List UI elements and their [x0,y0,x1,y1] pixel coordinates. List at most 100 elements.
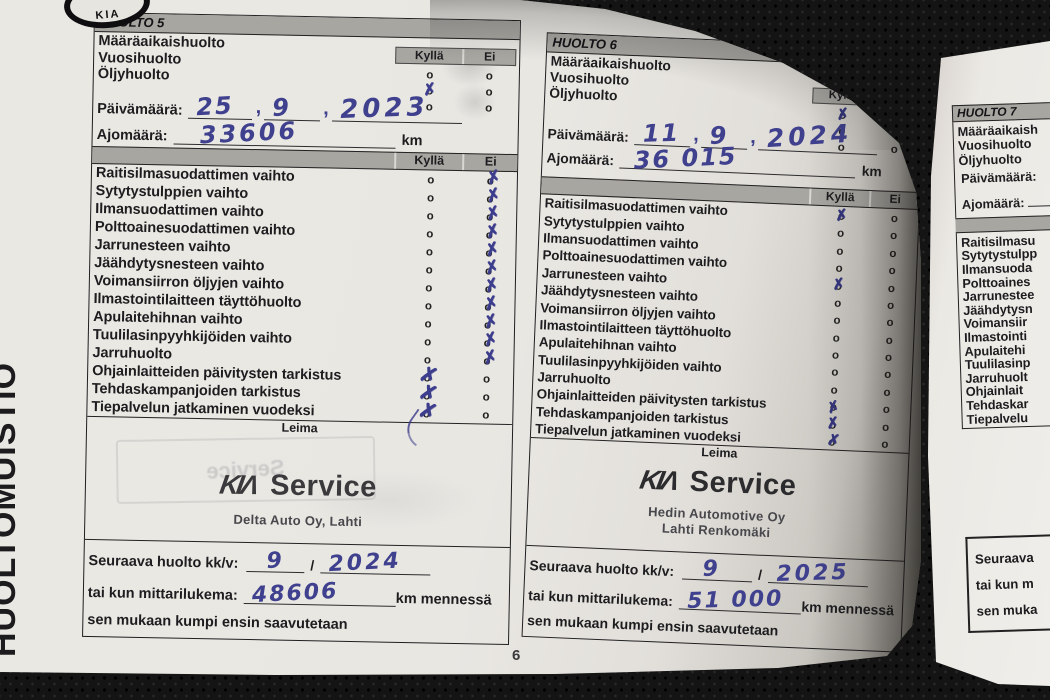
checkbox-circle: o [482,373,491,386]
checkbox-circle: o [830,384,838,397]
service-5-top-section: Määräaikaishuolto Vuosihuolto Öljyhuolto… [92,32,519,154]
checkbox-circle: o [482,391,490,404]
kia-logo: KIΛ [637,465,679,497]
next-odometer-label: tai kun mittarilukema: [87,584,238,604]
yes-checkbox: o [811,241,870,259]
service-5-card: HUOLTO 5 Määräaikaishuolto Vuosihuolto Ö… [82,11,521,646]
checkbox-circle: o [485,86,493,99]
checkbox-circle: o [884,369,892,382]
service-type-label: Määräaikaishuolto [98,33,226,52]
handwritten-separator: , [323,97,330,120]
checkbox-circle: o [425,246,434,259]
no-checkbox: o [871,108,920,125]
no-column-header: Ei [890,91,903,105]
service-type-labels: Määräaikaishuolto Vuosihuolto Öljyhuolto [549,54,671,107]
slash: / [310,557,315,574]
page-number: 6 [512,647,521,664]
no-checkbox: o [861,435,910,452]
yes-checkbox: o [811,224,870,242]
next-service-box: Seuraava tai kun m sen muka [965,530,1050,633]
handwritten-x-mark: ✗ [831,275,846,295]
km-by-label: km mennessä [395,590,492,609]
checkbox-circle: o [425,264,433,277]
checkbox-circle: o [884,351,893,365]
yes-checkbox: o ✗ [393,398,459,425]
dealer-name: Delta Auto Oy, Lahti [233,511,363,530]
no-checkbox: o [869,226,918,243]
handwritten-x-mark: ✗ [834,206,849,225]
service-type-label: Öljyhuolto [97,66,170,84]
handwritten-next-month: 9 [701,556,720,583]
no-checkbox: o [460,370,513,387]
next-service-label: Seuraava huolto kk/v: [529,557,675,580]
checkbox-circle: o [482,409,490,422]
service-6-top-section: Määräaikaishuolto Vuosihuolto Öljyhuolto… [542,52,921,192]
yes-checkbox: o [808,311,867,329]
checkbox-circle: o [883,386,891,399]
no-checkbox: o [866,296,915,313]
km-unit: km [401,132,423,150]
service-7-title: HUOLTO 7 [956,104,1017,121]
no-checkbox: o [462,83,515,100]
yes-checkbox: o [805,380,864,398]
slash: / [757,567,763,584]
checkbox-circle: o [881,421,890,434]
service-type-labels: Määräaikaishuolto Vuosihuolto Öljyhuolto [98,33,225,85]
yes-checkbox: o [808,293,867,311]
yes-checkbox: o [397,207,463,224]
checkbox-circle: o [886,299,895,312]
checkbox-circle: o [831,366,839,380]
odometer-slot: 33606 [173,116,396,149]
yes-checkbox: o [807,328,866,346]
service-5-checklist: Raitisilmasuodattimen vaihto o o ✗ Sytytystu… [87,164,517,425]
handwritten-year: 2023 [339,92,429,126]
checkbox-circle: o [890,212,899,226]
yes-column-header: Kyllä [394,152,463,171]
handwritten-year: 2024 [766,118,854,154]
yes-checkbox: o [395,297,461,314]
handwritten-separator: , [255,96,262,119]
handwritten-day: 11 [642,118,681,148]
checkbox-circle: o [891,128,899,141]
checkbox-circle: o [426,210,434,223]
yes-no-header: Kyllä Ei [395,46,517,67]
yes-checkbox: o ✗ [803,431,862,450]
date-label: Päivämäärä: [960,168,1037,186]
service-6-card: HUOLTO 6 Määräaikaishuolto Vuosihuolto Ö… [521,32,921,654]
service-wordmark: Service [269,469,378,504]
yes-checkbox: o [397,225,463,242]
yes-checkbox: o [396,261,462,278]
odometer-label: Ajomäärä: [961,195,1025,213]
date-label: Päivämäärä: [547,126,630,145]
booklet-next-page-edge: HUOLTO 7 Määräaikaish Vuosihuolto Öljyhu… [928,41,1050,686]
yes-checkbox: o ✗ [812,206,871,225]
page-side-tab-title: HUOLTOMUISTIO [0,361,23,657]
checkbox-circle: o [831,349,840,362]
no-column-header: Ei [483,49,496,64]
handwritten-next-odometer: 51 000 [686,586,784,615]
checkbox-circle: o [886,317,894,330]
odometer-label: Ajomäärä: [546,150,615,169]
service-7-checklist: Raitisilmasu Sytytystulpp Ilmansuoda Poltto… [955,227,1050,429]
yes-checkbox: o [395,315,461,332]
no-checkbox: o ✗ [460,346,513,369]
no-checkbox: o [863,383,912,400]
yes-checkbox: o [806,363,865,381]
handwritten-next-month: 9 [265,548,285,574]
yes-checkbox: o ✗ [809,275,868,295]
no-checkbox: o [864,348,913,365]
checkbox-circle: o [426,228,434,241]
whichever-first-note: sen mukaan kumpi ensin saavutetaan [87,611,348,633]
checkbox-circle: o [835,262,843,276]
handwritten-day: 25 [196,91,235,122]
checkbox-circle: o [833,314,841,328]
yes-no-header: Kyllä Ei [812,87,921,109]
service-5-stamp-area: Service KIΛ Service Delta Auto Oy, Lahti [85,432,512,547]
no-checkbox: o [861,417,910,434]
handwritten-next-year: 2025 [775,560,850,588]
service-wordmark: Service [689,466,798,503]
date-label: Päivämäärä: [97,101,183,119]
checkbox-circle: o [832,332,841,345]
odometer-line: Ajomäärä: 33606 km [97,116,513,151]
